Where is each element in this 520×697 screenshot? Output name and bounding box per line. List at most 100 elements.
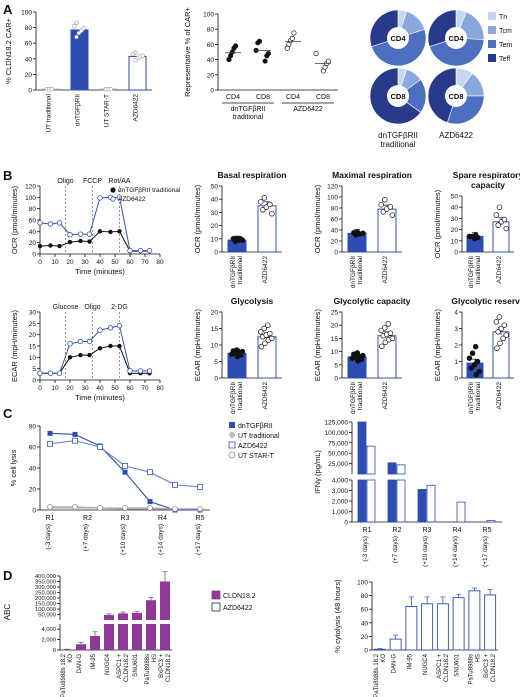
data-point [137,247,144,254]
chart-B8: Glycolytic reserve 0 1 2 3 4 ECAR (mpH/minutes… [433,296,520,414]
data-point [97,444,103,450]
chart-C2: 25,000 50,000 75,000 100,000 125,000 0 1,000 2,… [313,420,502,567]
y-tick-label: 60 [331,217,339,224]
x-tick-label: PaTu8988sHS [468,654,481,684]
pie-hole [387,27,409,49]
y-tick-label: 0 [334,250,338,257]
y-tick-label: 60 [361,607,369,614]
data-point [37,220,43,226]
data-point [267,201,273,208]
y-tick-label: 60 [29,218,37,225]
y-tick-label: 10 [331,349,339,356]
data-point [493,212,500,218]
label-line: ASPC1 + [117,654,123,679]
bar [146,600,156,620]
legend-label: UT traditional [238,433,280,440]
y-tick-label: 0 [344,520,348,527]
pie-slice [428,37,485,67]
data-point [107,325,114,331]
bar [366,445,376,475]
y-tick-label: 10 [211,343,219,350]
x-tick-label: dnTGFβRIItraditional [230,255,244,288]
data-point [262,58,268,64]
x-tick-label: SNU601 [455,653,461,676]
data-point [172,506,178,512]
y-tick-label: 80 [29,424,37,431]
y-tick-label: 20 [25,72,33,79]
injection-label: Glucose [53,304,79,311]
series-line [40,345,150,374]
bar [76,644,86,650]
data-point [197,506,203,512]
x-tick-label: 70 [141,385,149,392]
data-point [495,222,501,228]
x-tick-label: dnTGFβRIItraditional [230,381,244,414]
label-line: HS [152,654,158,662]
label-line: PaTu8988s [145,654,151,684]
label-line: traditional [475,255,482,284]
y-tick-label: 5 [334,362,338,369]
y-axis-label: ECAR (mpH/minutes) [313,308,322,381]
pie-center-label: CD8 [390,92,405,101]
data-point [389,335,396,342]
data-point [81,26,86,31]
bar [90,635,100,650]
x-tick-label: R1 [46,515,55,522]
bar [387,479,397,523]
y-axis-label: ECAR (mpH/minutes) [10,309,19,382]
data-point [380,209,387,215]
label-line: traditional [237,255,244,284]
legend-marker [228,451,236,459]
pie-hole [445,85,467,107]
chart-title: Basal respiration [218,170,287,180]
y-tick-label: 20 [451,227,459,234]
y-tick-label: 80 [331,206,339,213]
data-point [137,368,144,374]
x-tick-label: AZD6422 [382,256,389,284]
pie-center-label: CD4 [448,34,464,43]
chart-A1: 0 20 40 60 80 100 % CLDN18.2 CAR+ UT traditiona… [4,10,152,133]
data-point [261,195,268,201]
data-point [72,431,78,437]
legend-label: dnTGFβRII traditional [118,187,181,194]
data-point [47,221,54,227]
data-point [265,322,271,328]
y-tick-label: 4 [454,310,458,317]
x-tick-label: DAN-G [77,654,83,674]
y-tick-label: 100 [25,195,36,202]
bar [486,520,496,523]
data-point [117,229,122,234]
x-tick-label: R5 [483,527,492,534]
injection-label: Rot/AA [108,178,131,185]
label-line: dnTGFβRII [230,382,237,414]
legend-swatch [211,602,221,612]
pie-slice [427,67,457,124]
y-tick-label: 50,000 [38,613,56,619]
y-tick-label: 20 [331,239,339,246]
label-line: PaTu8988s 18.2 [61,653,67,697]
data-point [473,371,479,378]
y-tick-label: 120 [25,184,36,191]
data-point [496,204,503,210]
bar [468,590,481,651]
x-sublabel: (+17 days) [195,524,202,555]
x-tick-label: AZD6422 [262,256,269,284]
bar [62,649,72,650]
y-axis-label: Representative % of CAR+ [183,6,192,96]
bar [357,479,367,523]
label-line: dnTGFβRII [378,131,418,140]
x-tick-label: dnTGFβRIItraditional [468,381,482,414]
x-tick-label: R1 [363,527,372,534]
x-tick-label: AZD6422 [382,382,389,410]
data-point [78,352,83,358]
title-line: capacity [471,180,505,190]
data-point [237,236,244,242]
x-tick-label: AZD6422 [496,382,503,410]
y-tick-label: 0 [28,88,32,95]
x-tick-label: 20 [66,259,74,266]
y-tick-label: 0 [364,648,368,655]
bar [70,29,89,91]
y-tick-label: 40 [331,228,339,235]
y-axis-label: OCR (pmol/minutes) [193,184,202,253]
legend-label: AZD6422 [118,196,146,203]
